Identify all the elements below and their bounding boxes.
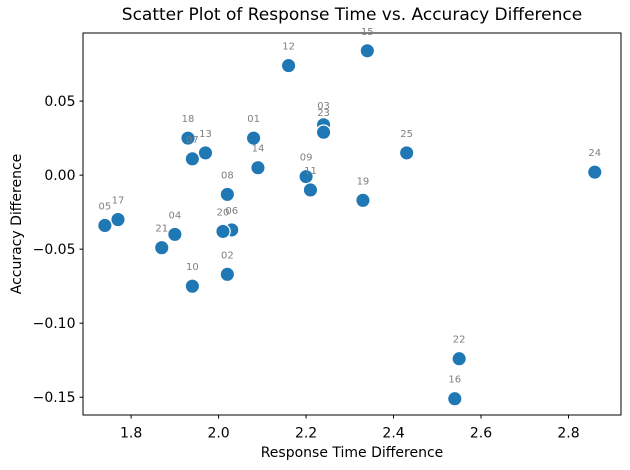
data-point-10 bbox=[184, 278, 201, 295]
data-point-24 bbox=[586, 164, 603, 181]
data-point-25 bbox=[398, 145, 415, 161]
data-point-18 bbox=[180, 130, 196, 146]
x-tick-label: 1.8 bbox=[120, 426, 142, 442]
x-axis-ticks: 1.8 2.0 2.2 2.4 2.6 2.8 bbox=[120, 415, 580, 442]
x-tick-label: 2.0 bbox=[207, 426, 229, 442]
data-point-21 bbox=[153, 239, 170, 256]
y-axis-label: Accuracy Difference bbox=[9, 154, 25, 295]
y-tick-label: 0.00 bbox=[44, 168, 75, 184]
data-point-04 bbox=[167, 226, 183, 243]
x-axis-label: Response Time Difference bbox=[261, 445, 444, 461]
x-tick-label: 2.8 bbox=[557, 426, 579, 442]
x-tick-label: 2.4 bbox=[382, 426, 404, 442]
point-label-25: 25 bbox=[400, 129, 413, 140]
point-label-23: 23 bbox=[317, 108, 330, 119]
point-label-12: 12 bbox=[282, 42, 295, 53]
plot-border bbox=[82, 32, 622, 416]
point-labels: 01 02 03 04 05 06 07 08 09 10 11 12 13 14 15 16 17 18 19 20… bbox=[99, 27, 602, 386]
point-label-13: 13 bbox=[199, 129, 212, 140]
data-point-02 bbox=[219, 266, 236, 283]
point-label-19: 19 bbox=[357, 176, 370, 187]
x-tick-label: 2.2 bbox=[295, 426, 317, 442]
data-point-16 bbox=[446, 390, 463, 407]
point-label-24: 24 bbox=[588, 148, 601, 159]
data-point-22 bbox=[451, 350, 468, 367]
y-axis-ticks: 0.05 0.00 −0.05 −0.10 −0.15 bbox=[33, 94, 83, 406]
point-label-11: 11 bbox=[304, 166, 317, 177]
data-point-14 bbox=[250, 159, 266, 176]
point-label-21: 21 bbox=[155, 224, 168, 235]
data-point-13 bbox=[197, 145, 214, 161]
data-point-01 bbox=[245, 130, 262, 146]
x-tick-label: 2.6 bbox=[470, 426, 492, 442]
data-point-19 bbox=[355, 192, 371, 209]
y-tick-label: 0.05 bbox=[44, 94, 75, 110]
data-point-20 bbox=[215, 223, 231, 240]
data-point-05 bbox=[97, 217, 113, 234]
data-point-23 bbox=[315, 124, 332, 141]
point-label-15: 15 bbox=[361, 27, 374, 38]
point-label-17: 17 bbox=[112, 196, 125, 207]
y-tick-label: −0.10 bbox=[33, 316, 76, 332]
data-point-11 bbox=[302, 182, 319, 198]
point-label-16: 16 bbox=[448, 375, 461, 386]
data-point-15 bbox=[359, 42, 376, 59]
point-label-14: 14 bbox=[252, 144, 265, 155]
data-points bbox=[97, 42, 603, 407]
data-point-07 bbox=[184, 151, 201, 167]
y-tick-label: −0.15 bbox=[33, 390, 76, 406]
point-label-07: 07 bbox=[186, 135, 199, 146]
chart-title: Scatter Plot of Response Time vs. Accura… bbox=[122, 5, 582, 25]
point-label-20: 20 bbox=[217, 207, 230, 218]
data-point-12 bbox=[280, 57, 297, 74]
point-label-18: 18 bbox=[182, 114, 195, 125]
point-label-05: 05 bbox=[99, 201, 112, 212]
point-label-03: 03 bbox=[317, 101, 330, 112]
point-label-09: 09 bbox=[300, 153, 313, 164]
point-label-01: 01 bbox=[247, 114, 260, 125]
point-label-10: 10 bbox=[186, 262, 199, 273]
data-point-17 bbox=[110, 211, 126, 228]
y-tick-label: −0.05 bbox=[33, 242, 76, 258]
point-label-08: 08 bbox=[221, 170, 234, 181]
point-label-06: 06 bbox=[225, 206, 238, 217]
point-label-02: 02 bbox=[221, 250, 234, 261]
data-point-08 bbox=[219, 186, 236, 203]
point-label-04: 04 bbox=[168, 210, 181, 221]
point-label-22: 22 bbox=[453, 335, 466, 346]
